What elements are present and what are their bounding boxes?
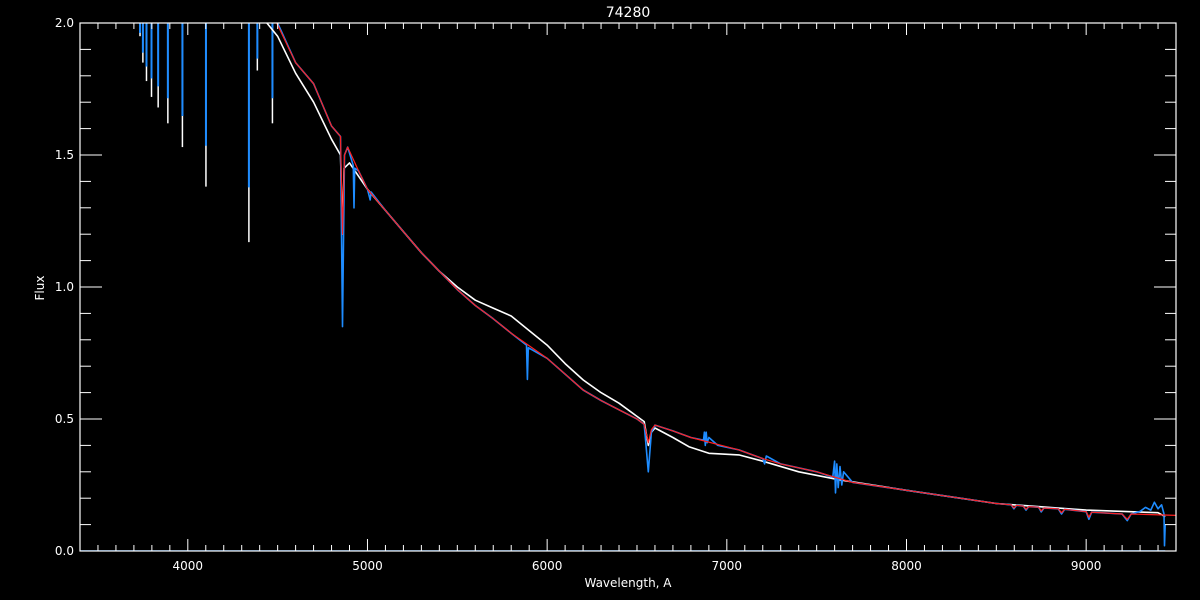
series-line-2: [276, 23, 1176, 520]
plot-area: [80, 23, 1176, 551]
y-tick-label: 0.5: [55, 412, 74, 426]
y-tick-label: 1.0: [55, 280, 74, 294]
x-tick-label: 7000: [712, 559, 743, 573]
x-axis-label: Wavelength, A: [584, 576, 672, 590]
y-axis-label: Flux: [33, 276, 47, 301]
x-tick-label: 8000: [891, 559, 922, 573]
x-tick-label: 5000: [352, 559, 383, 573]
axes: 4000 5000 6000 7000 8000 9000 0.0 0.5 1.0 1.5 2.0: [55, 16, 1177, 573]
x-tick-label: 9000: [1071, 559, 1102, 573]
y-tick-label: 1.5: [55, 148, 74, 162]
chart-title: 74280: [606, 5, 651, 21]
y-tick-label: 0.0: [55, 544, 74, 558]
x-tick-label: 4000: [173, 559, 204, 573]
x-tick-label: 6000: [532, 559, 563, 573]
y-tick-label: 2.0: [55, 16, 74, 30]
